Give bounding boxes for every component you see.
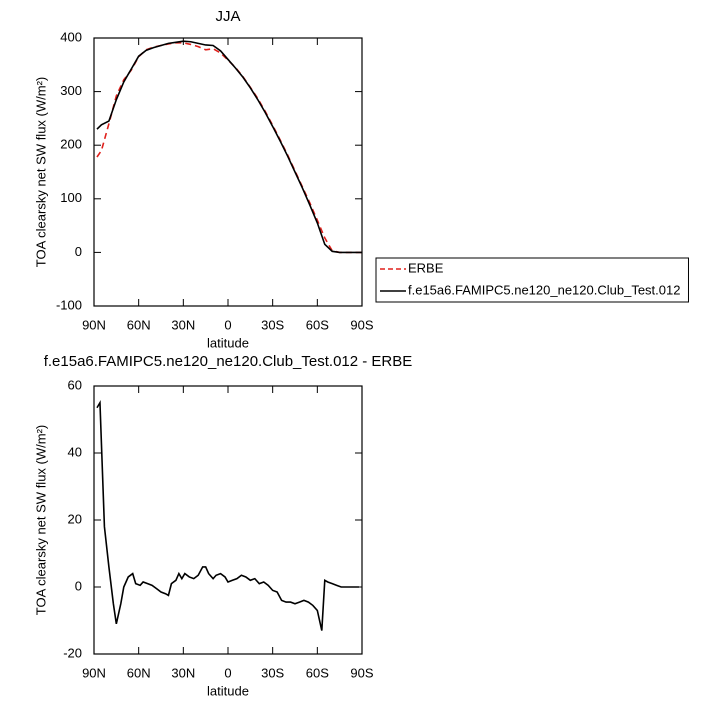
plot-frame bbox=[93, 385, 363, 655]
plot-frame bbox=[93, 37, 363, 307]
y-tick-label: 60 bbox=[68, 377, 82, 392]
legend-label: ERBE bbox=[408, 260, 444, 275]
x-tick-label: 60S bbox=[306, 317, 329, 332]
x-tick-label: 90S bbox=[350, 665, 373, 680]
chart-title: JJA bbox=[215, 8, 240, 25]
y-tick-label: 200 bbox=[60, 137, 82, 152]
x-tick-label: 90N bbox=[82, 317, 106, 332]
legend-box bbox=[375, 257, 689, 303]
y-tick-label: 400 bbox=[60, 29, 82, 44]
x-tick-label: 60N bbox=[127, 317, 151, 332]
x-tick-label: 60S bbox=[306, 665, 329, 680]
y-tick-label: 20 bbox=[68, 511, 82, 526]
x-axis-label: latitude bbox=[207, 335, 249, 350]
x-tick-label: 0 bbox=[224, 317, 231, 332]
x-tick-label: 30S bbox=[261, 317, 284, 332]
chart-title: f.e15a6.FAMIPC5.ne120_ne120.Club_Test.01… bbox=[44, 353, 413, 370]
y-tick-label: -100 bbox=[56, 297, 82, 312]
y-tick-label: 300 bbox=[60, 83, 82, 98]
x-tick-label: 90N bbox=[82, 665, 106, 680]
y-tick-label: 0 bbox=[75, 244, 82, 259]
data-line bbox=[96, 400, 360, 631]
x-tick-label: 30S bbox=[261, 665, 284, 680]
legend: ERBE f.e15a6.FAMIPC5.ne120_ne120.Club_Tes… bbox=[375, 257, 689, 303]
y-axis-label: TOA clearsky net SW flux (W/m²) bbox=[33, 77, 48, 267]
x-tick-label: 30N bbox=[171, 317, 195, 332]
legend-label: f.e15a6.FAMIPC5.ne120_ne120.Club_Test.01… bbox=[408, 282, 680, 297]
y-tick-label: -20 bbox=[63, 645, 82, 660]
x-tick-label: 30N bbox=[171, 665, 195, 680]
x-tick-label: 60N bbox=[127, 665, 151, 680]
y-tick-label: 0 bbox=[75, 578, 82, 593]
data-line bbox=[96, 40, 362, 254]
y-tick-label: 100 bbox=[60, 190, 82, 205]
data-line bbox=[96, 42, 362, 254]
x-tick-label: 90S bbox=[350, 317, 373, 332]
x-axis-label: latitude bbox=[207, 683, 249, 698]
y-axis-label: TOA clearsky net SW flux (W/m²) bbox=[33, 425, 48, 615]
x-tick-label: 0 bbox=[224, 665, 231, 680]
y-tick-label: 40 bbox=[68, 444, 82, 459]
